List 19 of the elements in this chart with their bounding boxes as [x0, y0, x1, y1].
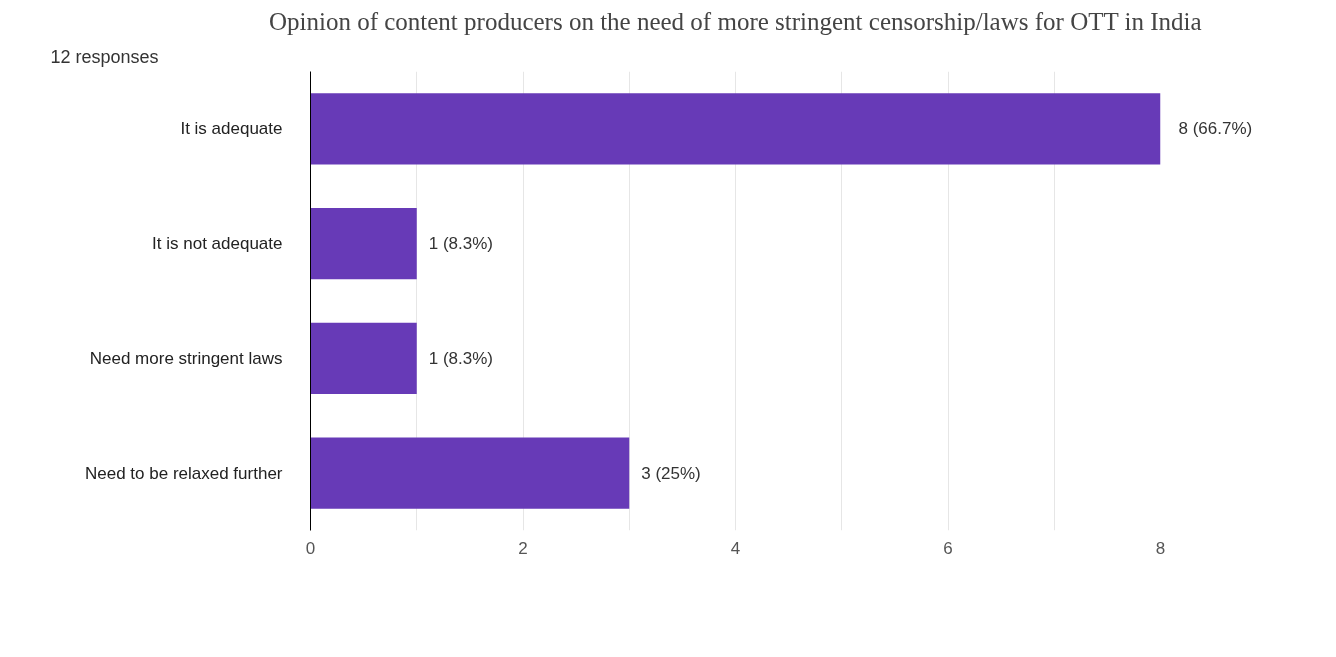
x-tick-label: 0: [305, 538, 316, 558]
data-label: 1 (8.3%): [428, 234, 493, 254]
data-label: 3 (25%): [641, 463, 701, 483]
bar: [310, 437, 630, 509]
data-label: 1 (8.3%): [428, 348, 493, 368]
chart-title: Opinion of content producers on the need of more stringent censorship/laws for OTT in India: [268, 7, 1202, 35]
bar: [310, 208, 417, 280]
x-tick-label: 6: [943, 538, 953, 558]
y-tick-label: Need more stringent laws: [89, 348, 283, 368]
y-tick-label: It is not adequate: [152, 234, 283, 254]
text: 12 responses: [50, 46, 159, 67]
y-tick-label: It is adequate: [180, 119, 283, 139]
bar: [310, 93, 1161, 165]
x-tick-label: 2: [518, 538, 528, 558]
x-tick-label: 4: [730, 538, 741, 558]
bar: [310, 322, 417, 394]
data-label: 8 (66.7%): [1178, 119, 1253, 139]
y-tick-label: Need to be relaxed further: [84, 463, 283, 483]
x-tick-label: 8: [1155, 538, 1166, 558]
